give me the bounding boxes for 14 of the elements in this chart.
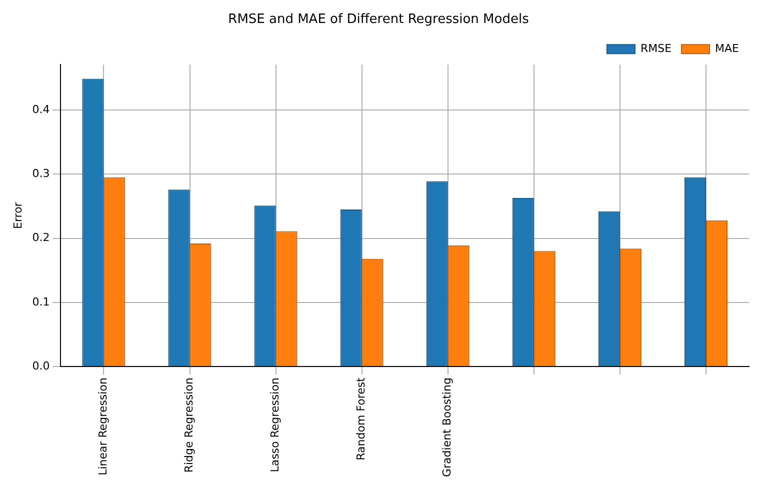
y-tick-label: 0.0 [32, 359, 50, 372]
x-tick-label: Lasso Regression [268, 378, 282, 472]
x-tick-label: Gradient Boosting [440, 378, 454, 477]
x-tick-label: Random Forest [354, 376, 368, 460]
chart-title: RMSE and MAE of Different Regression Models [228, 12, 530, 28]
y-tick-label: 0.2 [32, 231, 50, 244]
y-axis-title: Error [11, 202, 24, 229]
x-tick-label: Ridge Regression [182, 378, 196, 473]
legend-label: MAE [715, 42, 740, 55]
y-tick-label: 0.1 [32, 295, 50, 308]
y-tick-label: 0.3 [32, 167, 50, 180]
x-tick-label: Linear Regression [96, 378, 110, 476]
legend-label: RMSE [640, 42, 672, 55]
y-tick-label: 0.4 [32, 102, 50, 116]
